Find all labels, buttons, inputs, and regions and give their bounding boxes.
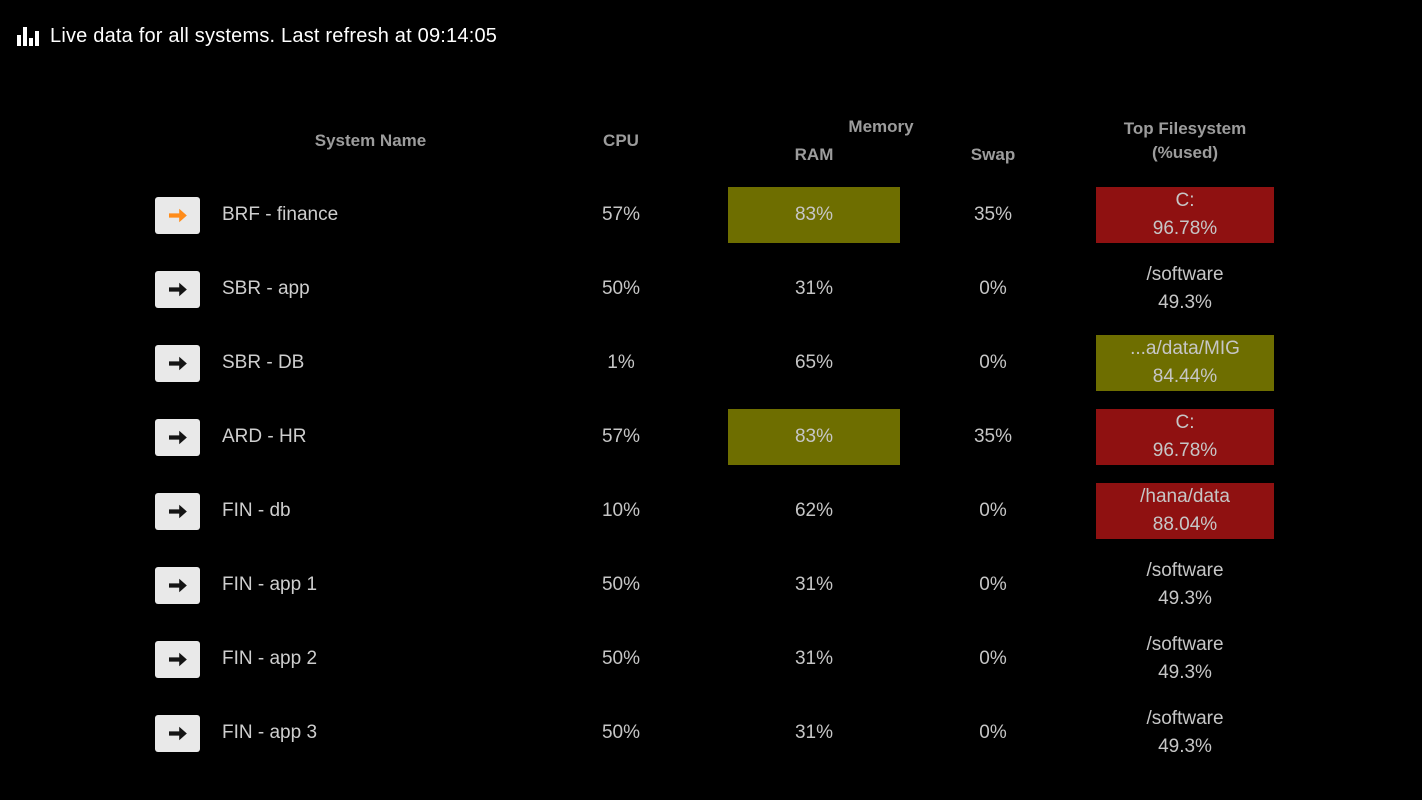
filesystem-usage: 96.78% — [1152, 218, 1218, 239]
monitoring-dashboard: Live data for all systems. Last refresh … — [0, 0, 1422, 770]
filesystem-name: /software — [1146, 634, 1224, 655]
ram-value: 31% — [794, 278, 834, 299]
column-header-ram: RAM — [794, 145, 834, 164]
right-arrow-icon — [169, 504, 187, 518]
cpu-value: 57% — [601, 426, 641, 447]
titlebar: Live data for all systems. Last refresh … — [0, 0, 1422, 52]
ram-value: 31% — [794, 648, 834, 669]
system-name: SBR - app — [222, 278, 310, 299]
filesystem-usage: 84.44% — [1152, 366, 1218, 387]
cpu-value: 50% — [601, 278, 641, 299]
ram-value: 83% — [728, 409, 900, 465]
table-row: FIN - app 3 50% 31% 0% /software 49.3% — [155, 696, 1422, 770]
swap-value: 0% — [979, 278, 1007, 299]
filesystem-usage: 49.3% — [1158, 736, 1212, 757]
table-header-row: System Name CPU Memory RAM Swap Top File… — [155, 104, 1422, 178]
right-arrow-icon — [169, 282, 187, 296]
top-filesystem-value: /software 49.3% — [1096, 631, 1274, 687]
table-row: SBR - DB 1% 65% 0% ...a/data/MIG 84.44% — [155, 326, 1422, 400]
cpu-value: 10% — [601, 500, 641, 521]
filesystem-name: /hana/data — [1140, 486, 1230, 507]
swap-value: 35% — [973, 426, 1013, 447]
filesystem-usage: 88.04% — [1152, 514, 1218, 535]
filesystem-name: C: — [1175, 190, 1195, 211]
cpu-value: 50% — [601, 722, 641, 743]
system-detail-arrow-button[interactable] — [155, 344, 200, 382]
system-name: FIN - db — [222, 500, 291, 521]
top-filesystem-value: /software 49.3% — [1096, 705, 1274, 761]
right-arrow-icon — [169, 208, 187, 222]
bar-chart-icon — [17, 26, 39, 46]
cpu-value: 50% — [601, 574, 641, 595]
cpu-value: 1% — [607, 352, 635, 373]
top-filesystem-value: /software 49.3% — [1096, 557, 1274, 613]
column-header-memory: Memory — [848, 117, 914, 136]
filesystem-name: /software — [1146, 560, 1224, 581]
right-arrow-icon — [169, 726, 187, 740]
cpu-value: 57% — [601, 204, 641, 225]
filesystem-usage: 49.3% — [1158, 292, 1212, 313]
column-header-system-name: System Name — [314, 131, 427, 150]
top-filesystem-header-line2: (%used) — [1151, 143, 1219, 162]
filesystem-usage: 49.3% — [1158, 588, 1212, 609]
swap-value: 35% — [973, 204, 1013, 225]
table-row: SBR - app 50% 31% 0% /software 49.3% — [155, 252, 1422, 326]
right-arrow-icon — [169, 652, 187, 666]
ram-value: 31% — [794, 722, 834, 743]
system-name: ARD - HR — [222, 426, 307, 447]
swap-value: 0% — [979, 574, 1007, 595]
top-filesystem-value: C: 96.78% — [1096, 187, 1274, 243]
system-detail-arrow-button[interactable] — [155, 270, 200, 308]
right-arrow-icon — [169, 430, 187, 444]
system-detail-arrow-button[interactable] — [155, 566, 200, 604]
ram-value: 31% — [794, 574, 834, 595]
page-title: Live data for all systems. Last refresh … — [50, 24, 498, 47]
system-detail-arrow-button[interactable] — [155, 714, 200, 752]
ram-value: 65% — [794, 352, 834, 373]
ram-value: 83% — [728, 187, 900, 243]
system-name: FIN - app 1 — [222, 574, 318, 595]
right-arrow-icon — [169, 356, 187, 370]
systems-table: System Name CPU Memory RAM Swap Top File… — [0, 104, 1422, 770]
system-detail-arrow-button[interactable] — [155, 640, 200, 678]
table-row: FIN - app 1 50% 31% 0% /software 49.3% — [155, 548, 1422, 622]
top-filesystem-value: C: 96.78% — [1096, 409, 1274, 465]
system-detail-arrow-button[interactable] — [155, 418, 200, 456]
filesystem-usage: 49.3% — [1158, 662, 1212, 683]
system-detail-arrow-button[interactable] — [155, 492, 200, 530]
system-detail-arrow-button[interactable] — [155, 196, 200, 234]
system-name: SBR - DB — [222, 352, 305, 373]
swap-value: 0% — [979, 722, 1007, 743]
system-name: FIN - app 2 — [222, 648, 318, 669]
table-row: ARD - HR 57% 83% 35% C: 96.78% — [155, 400, 1422, 474]
table-row: FIN - app 2 50% 31% 0% /software 49.3% — [155, 622, 1422, 696]
column-group-memory: Memory RAM Swap — [702, 117, 1060, 165]
column-header-top-filesystem: Top Filesystem (%used) — [1060, 117, 1310, 165]
top-filesystem-value: /hana/data 88.04% — [1096, 483, 1274, 539]
filesystem-usage: 96.78% — [1152, 440, 1218, 461]
top-filesystem-value: ...a/data/MIG 84.44% — [1096, 335, 1274, 391]
cpu-value: 50% — [601, 648, 641, 669]
swap-value: 0% — [979, 500, 1007, 521]
top-filesystem-value: /software 49.3% — [1096, 261, 1274, 317]
systems-table-body: BRF - finance 57% 83% 35% C: 96.78% SBR … — [155, 178, 1422, 770]
filesystem-name: ...a/data/MIG — [1130, 338, 1240, 359]
column-header-cpu: CPU — [603, 131, 639, 150]
swap-value: 0% — [979, 648, 1007, 669]
filesystem-name: /software — [1146, 264, 1224, 285]
filesystem-name: /software — [1146, 708, 1224, 729]
column-header-swap: Swap — [970, 145, 1016, 164]
table-row: FIN - db 10% 62% 0% /hana/data 88.04% — [155, 474, 1422, 548]
ram-value: 62% — [794, 500, 834, 521]
system-name: FIN - app 3 — [222, 722, 318, 743]
system-name: BRF - finance — [222, 204, 339, 225]
filesystem-name: C: — [1175, 412, 1195, 433]
top-filesystem-header-line1: Top Filesystem — [1123, 119, 1247, 138]
table-row: BRF - finance 57% 83% 35% C: 96.78% — [155, 178, 1422, 252]
swap-value: 0% — [979, 352, 1007, 373]
right-arrow-icon — [169, 578, 187, 592]
